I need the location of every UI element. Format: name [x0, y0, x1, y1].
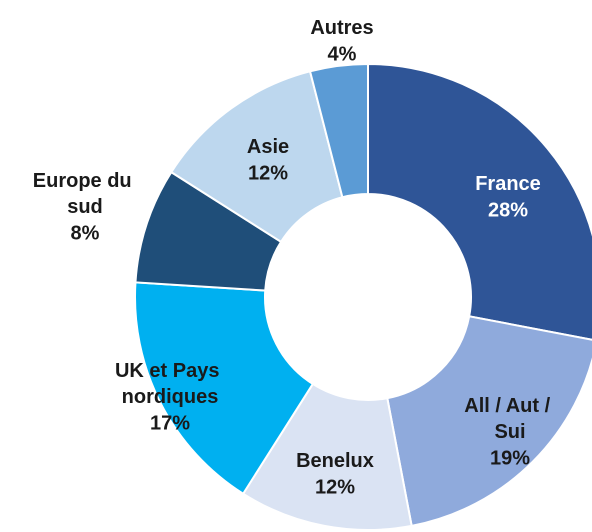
slice-value-label: 12%: [315, 476, 355, 498]
slice-label-line: Autres: [310, 17, 373, 39]
slice-value-label: 12%: [248, 162, 288, 184]
donut-slice: [308, 62, 369, 199]
slice-value-label: 8%: [71, 222, 100, 244]
slice-label-line: Sui: [494, 421, 525, 443]
donut-slice: [386, 315, 592, 528]
donut-slice: [134, 281, 315, 496]
slice-label: Europe du sud: [33, 170, 137, 218]
slice-value-label: 17%: [150, 412, 190, 434]
slice-label-line: nordiques: [122, 386, 219, 408]
slice-label-line: Europe du: [33, 170, 137, 192]
slice-label: France: [475, 173, 541, 195]
donut-slice: [367, 62, 592, 341]
slice-label: Autres: [310, 17, 373, 39]
slice-value-label: 19%: [490, 447, 530, 469]
slice-label-line: Benelux: [296, 450, 374, 472]
slice-label-line: Asie: [247, 136, 289, 158]
slice-label-line: France: [475, 173, 541, 195]
slice-label-line: sud: [67, 196, 103, 218]
slice-value-label: 28%: [488, 199, 528, 221]
slice-value-label: 4%: [328, 43, 357, 65]
slice-label: Asie: [247, 136, 289, 158]
slice-label: All / Aut / Sui: [464, 395, 555, 443]
slice-label: UK et Pays nordiques: [115, 360, 225, 408]
slice-label-line: All / Aut /: [464, 395, 555, 417]
slice-label-line: UK et Pays: [115, 360, 225, 382]
slice-label: Benelux: [296, 450, 374, 472]
